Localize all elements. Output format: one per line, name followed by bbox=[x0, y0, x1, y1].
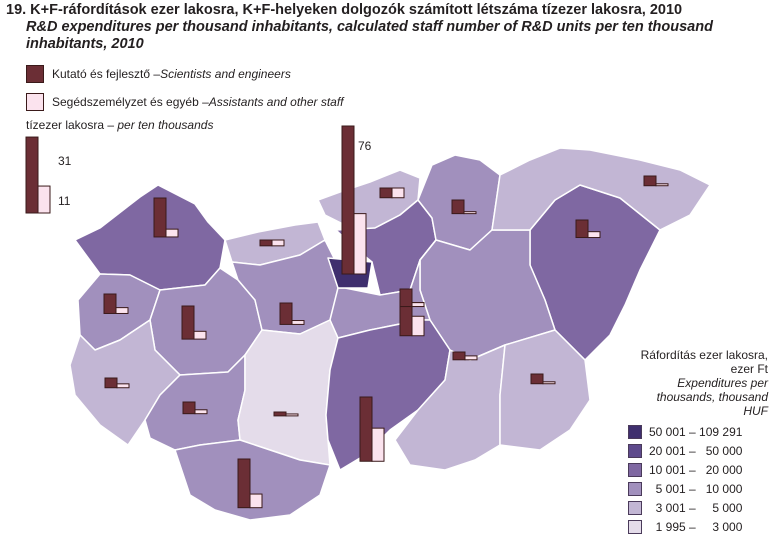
bar-scientists-fejer bbox=[279, 302, 293, 325]
legend-scientists-swatch bbox=[26, 65, 44, 83]
region-szabolcs bbox=[491, 147, 711, 231]
bar-assistants-pest-south bbox=[411, 302, 425, 308]
bar-scientists-budapest bbox=[341, 125, 355, 275]
expenditure-title-en-line1: Expenditures per bbox=[677, 376, 768, 390]
bar-scientists-komarom bbox=[259, 239, 273, 247]
bar-assistants-bekes bbox=[542, 381, 556, 385]
expenditure-legend-title-en: Expenditures per thousands, thousand HUF bbox=[610, 376, 775, 418]
expenditure-class-label: 50 001 – 109 291 bbox=[649, 425, 743, 439]
expenditure-title-en-line2: thousands, thousand bbox=[656, 390, 768, 404]
scale-bar-scientists bbox=[25, 136, 39, 214]
region-bekes bbox=[499, 329, 591, 451]
budapest-value-label: 76 bbox=[358, 139, 372, 153]
bar-assistants-tolna bbox=[285, 413, 299, 417]
bar-scientists-pest-south bbox=[399, 288, 413, 308]
scale-bar-assistants bbox=[37, 185, 51, 214]
bar-scientists-somogy bbox=[182, 401, 196, 415]
expenditure-legend-title-hu: Ráfordítás ezer lakosra, ezer Ft bbox=[610, 348, 775, 376]
legend-scientists-hu: Kutató és fejlesztő – bbox=[52, 67, 161, 81]
bar-scientists-baranya bbox=[237, 458, 251, 509]
region-baranya bbox=[174, 439, 331, 521]
bar-scientists-bacs bbox=[359, 396, 373, 462]
bar-assistants-baranya bbox=[249, 493, 263, 509]
bar-assistants-gyor bbox=[165, 228, 179, 238]
bar-scientists-hajdu bbox=[575, 219, 589, 239]
expenditure-class-label: 20 001 – 50 000 bbox=[649, 444, 743, 458]
bar-scientists-tolna bbox=[273, 411, 287, 417]
scale-title-en: per ten thousands bbox=[117, 118, 214, 132]
bar-assistants-pest bbox=[411, 315, 425, 337]
bar-scientists-heves bbox=[451, 199, 465, 215]
bar-assistants-hajdu bbox=[587, 231, 601, 239]
expenditure-class-label: 3 001 – 5 000 bbox=[649, 501, 743, 515]
title-block: 19. K+F-ráfordítások ezer lakosra, K+F-h… bbox=[6, 2, 776, 53]
bar-scientists-bekes bbox=[530, 373, 544, 385]
expenditure-title-hu-line1: Ráfordítás ezer lakosra, bbox=[640, 348, 768, 362]
expenditure-class-swatch bbox=[628, 482, 642, 496]
expenditure-title-hu-line2: ezer Ft bbox=[730, 362, 768, 376]
expenditure-class-row: 20 001 – 50 000 bbox=[628, 444, 742, 458]
bar-scientists-szabolcs bbox=[643, 175, 657, 187]
legend-assistants-hu: Segédszemélyzet és egyéb – bbox=[52, 95, 209, 109]
scale-title-hu: tízezer lakosra – bbox=[26, 118, 118, 132]
legend-assistants-en: Assistants and other staff bbox=[208, 95, 344, 109]
expenditure-class-row: 5 001 – 10 000 bbox=[628, 482, 742, 496]
bar-scientists-csongrad bbox=[452, 351, 466, 361]
bar-assistants-csongrad bbox=[464, 355, 478, 361]
legend-assistants-swatch bbox=[26, 93, 44, 111]
expenditure-title-en-line3: HUF bbox=[743, 404, 768, 418]
expenditure-class-row: 3 001 – 5 000 bbox=[628, 501, 742, 515]
scale-value-scientists: 31 bbox=[58, 154, 72, 168]
bar-assistants-heves bbox=[463, 211, 477, 215]
region-gyor bbox=[74, 184, 226, 291]
legend-scientists: Kutató és fejlesztő – Scientists and eng… bbox=[26, 65, 291, 83]
legend-assistants: Segédszemélyzet és egyéb – Assistants an… bbox=[26, 93, 344, 111]
bar-assistants-nograd bbox=[391, 187, 405, 199]
bar-scientists-nograd bbox=[379, 187, 393, 199]
bar-assistants-veszprem bbox=[193, 330, 207, 340]
bar-assistants-somogy bbox=[194, 409, 208, 415]
expenditure-class-swatch bbox=[628, 463, 642, 477]
bar-scientists-zala bbox=[104, 377, 118, 389]
bar-scientists-gyor bbox=[153, 197, 167, 238]
expenditure-class-row: 10 001 – 20 000 bbox=[628, 463, 742, 477]
expenditure-class-swatch bbox=[628, 444, 642, 458]
expenditure-class-label: 1 995 – 3 000 bbox=[649, 520, 743, 534]
bar-assistants-szabolcs bbox=[655, 183, 669, 187]
expenditure-class-swatch bbox=[628, 425, 642, 439]
legend-scientists-en: Scientists and engineers bbox=[160, 67, 291, 81]
expenditure-class-label: 10 001 – 20 000 bbox=[649, 463, 743, 477]
bar-assistants-vas bbox=[115, 307, 129, 314]
bar-assistants-fejer bbox=[291, 320, 305, 325]
scale-title: tízezer lakosra – per ten thousands bbox=[26, 118, 213, 132]
bar-assistants-budapest bbox=[353, 213, 367, 275]
expenditure-class-swatch bbox=[628, 501, 642, 515]
bar-scientists-veszprem bbox=[181, 305, 195, 340]
title-hungarian: 19. K+F-ráfordítások ezer lakosra, K+F-h… bbox=[6, 2, 683, 18]
bar-assistants-komarom bbox=[271, 239, 285, 247]
bar-assistants-zala bbox=[116, 383, 130, 389]
scale-value-assistants: 11 bbox=[58, 194, 71, 208]
title-english: R&D expenditures per thousand inhabitant… bbox=[26, 19, 713, 52]
expenditure-class-label: 5 001 – 10 000 bbox=[649, 482, 743, 496]
bar-assistants-bacs bbox=[371, 427, 385, 462]
bar-scientists-vas bbox=[103, 293, 117, 314]
expenditure-legend: Ráfordítás ezer lakosra, ezer Ft Expendi… bbox=[610, 348, 775, 534]
expenditure-class-row: 50 001 – 109 291 bbox=[628, 425, 742, 439]
